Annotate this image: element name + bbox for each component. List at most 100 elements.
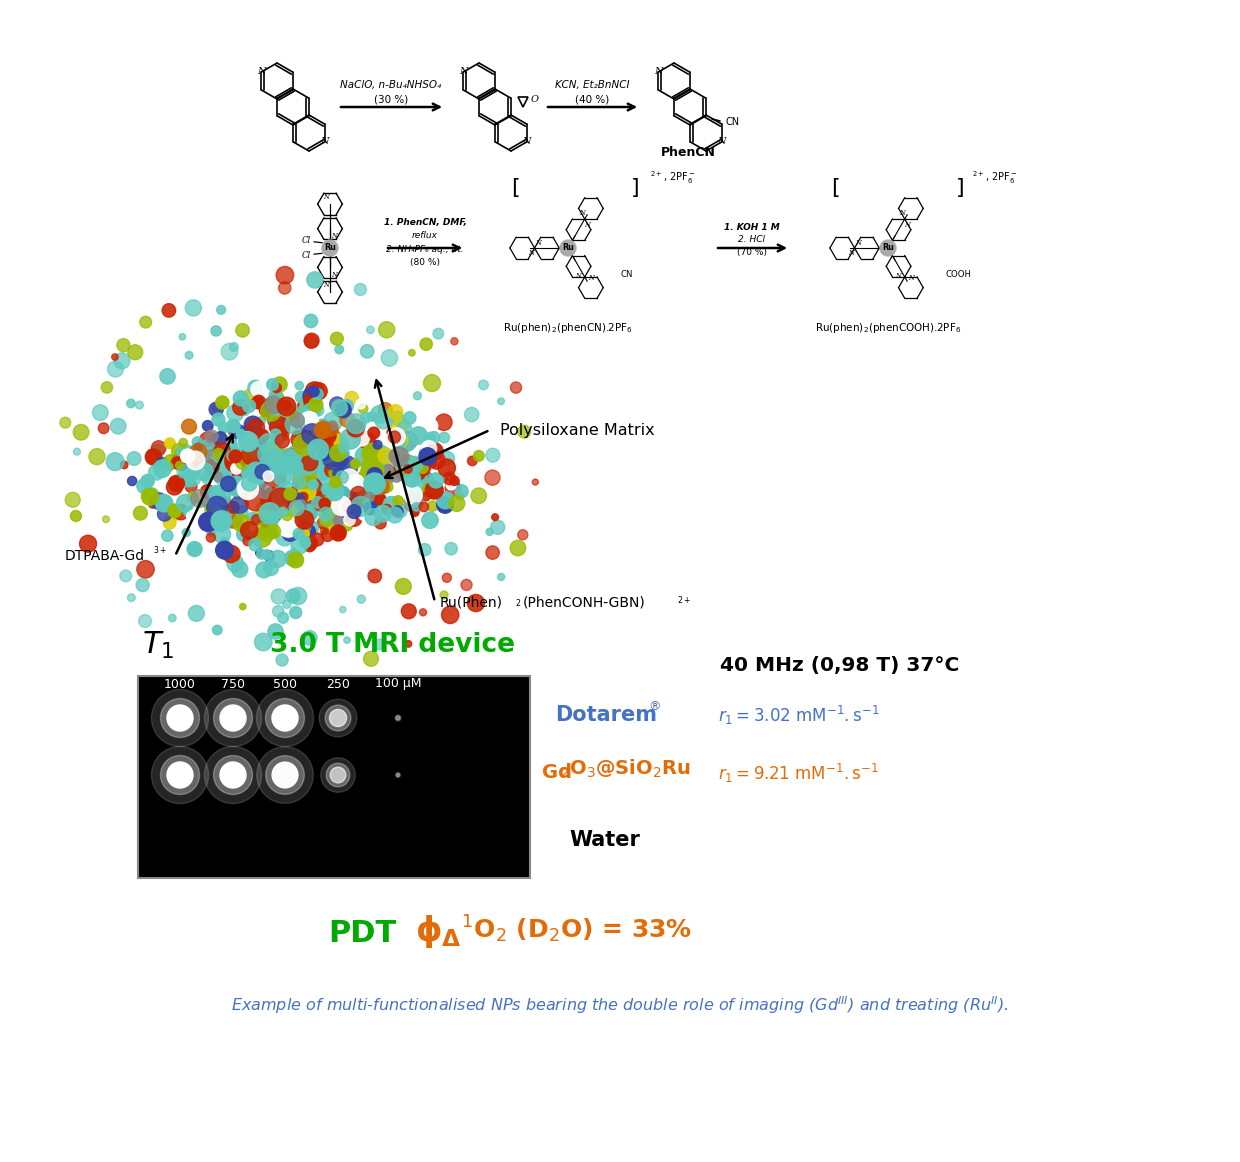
Circle shape: [267, 524, 280, 538]
Circle shape: [273, 605, 284, 617]
Circle shape: [149, 465, 165, 480]
Circle shape: [248, 433, 264, 449]
Circle shape: [325, 462, 339, 478]
Circle shape: [192, 504, 203, 516]
Circle shape: [396, 716, 401, 720]
Circle shape: [288, 466, 310, 489]
Text: ]: ]: [956, 178, 965, 198]
Circle shape: [244, 487, 268, 511]
Circle shape: [436, 492, 454, 509]
Circle shape: [264, 561, 278, 575]
Circle shape: [440, 452, 454, 466]
Circle shape: [308, 439, 329, 460]
Text: 250: 250: [326, 677, 350, 690]
Circle shape: [108, 361, 124, 376]
Circle shape: [397, 422, 412, 436]
Circle shape: [319, 444, 341, 467]
Circle shape: [184, 468, 198, 482]
Circle shape: [312, 388, 324, 400]
Circle shape: [412, 458, 430, 476]
Circle shape: [365, 461, 383, 480]
Circle shape: [288, 494, 304, 510]
Circle shape: [238, 430, 260, 452]
Text: CN: CN: [621, 270, 634, 279]
Circle shape: [456, 493, 464, 500]
Circle shape: [215, 432, 227, 445]
Circle shape: [340, 449, 350, 458]
Text: O: O: [531, 95, 539, 105]
Circle shape: [265, 755, 304, 795]
Circle shape: [415, 471, 424, 480]
Text: $r_1 = 9.21\ \mathrm{mM^{-1}.s^{-1}}$: $r_1 = 9.21\ \mathrm{mM^{-1}.s^{-1}}$: [718, 761, 879, 784]
Circle shape: [303, 387, 321, 406]
Circle shape: [236, 453, 253, 469]
Circle shape: [301, 454, 317, 471]
Circle shape: [229, 515, 242, 528]
Circle shape: [425, 443, 443, 460]
Circle shape: [239, 475, 254, 490]
Circle shape: [351, 496, 371, 516]
Circle shape: [295, 493, 305, 503]
Circle shape: [210, 486, 231, 507]
Circle shape: [191, 431, 207, 447]
Circle shape: [280, 515, 301, 536]
Circle shape: [300, 411, 319, 430]
Circle shape: [330, 525, 346, 541]
Circle shape: [324, 422, 339, 436]
Circle shape: [259, 444, 279, 464]
Circle shape: [228, 328, 236, 336]
Circle shape: [253, 399, 264, 409]
Circle shape: [341, 519, 352, 531]
Circle shape: [293, 474, 312, 494]
Circle shape: [224, 450, 247, 473]
Circle shape: [394, 436, 405, 447]
Circle shape: [252, 480, 264, 493]
Circle shape: [258, 483, 273, 498]
Circle shape: [394, 458, 414, 478]
Circle shape: [262, 397, 280, 417]
FancyBboxPatch shape: [138, 676, 529, 878]
Text: 1000: 1000: [164, 677, 196, 690]
Circle shape: [372, 461, 386, 475]
Circle shape: [394, 460, 404, 469]
Circle shape: [347, 504, 361, 518]
Circle shape: [279, 428, 295, 445]
Circle shape: [267, 445, 279, 457]
Circle shape: [412, 502, 420, 511]
Circle shape: [202, 421, 213, 431]
Circle shape: [185, 351, 193, 359]
Circle shape: [175, 449, 182, 457]
Circle shape: [283, 505, 304, 526]
Circle shape: [197, 504, 215, 521]
Circle shape: [320, 510, 336, 528]
Circle shape: [207, 528, 216, 536]
Circle shape: [226, 476, 246, 496]
Circle shape: [268, 413, 283, 428]
Circle shape: [60, 417, 71, 428]
Circle shape: [242, 425, 254, 437]
Circle shape: [433, 329, 444, 339]
Circle shape: [310, 382, 327, 400]
Circle shape: [259, 407, 279, 428]
Circle shape: [207, 496, 227, 517]
Text: N: N: [717, 137, 725, 146]
Circle shape: [157, 507, 171, 521]
Circle shape: [324, 413, 342, 431]
Circle shape: [365, 509, 382, 525]
Circle shape: [346, 414, 366, 433]
Circle shape: [131, 456, 146, 471]
Circle shape: [363, 495, 378, 510]
Circle shape: [280, 514, 293, 526]
Circle shape: [167, 705, 193, 731]
Circle shape: [262, 465, 272, 474]
Circle shape: [310, 424, 325, 439]
Circle shape: [187, 421, 205, 438]
Circle shape: [422, 512, 438, 529]
Circle shape: [321, 529, 334, 541]
Circle shape: [407, 495, 422, 509]
Circle shape: [425, 481, 443, 498]
Circle shape: [227, 419, 241, 432]
Circle shape: [373, 479, 389, 494]
Circle shape: [486, 546, 500, 559]
Circle shape: [304, 335, 319, 349]
